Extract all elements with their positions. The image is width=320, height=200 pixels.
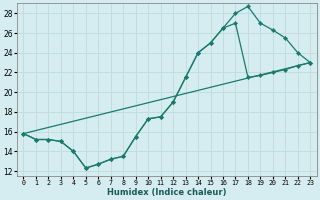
X-axis label: Humidex (Indice chaleur): Humidex (Indice chaleur) [107,188,227,197]
